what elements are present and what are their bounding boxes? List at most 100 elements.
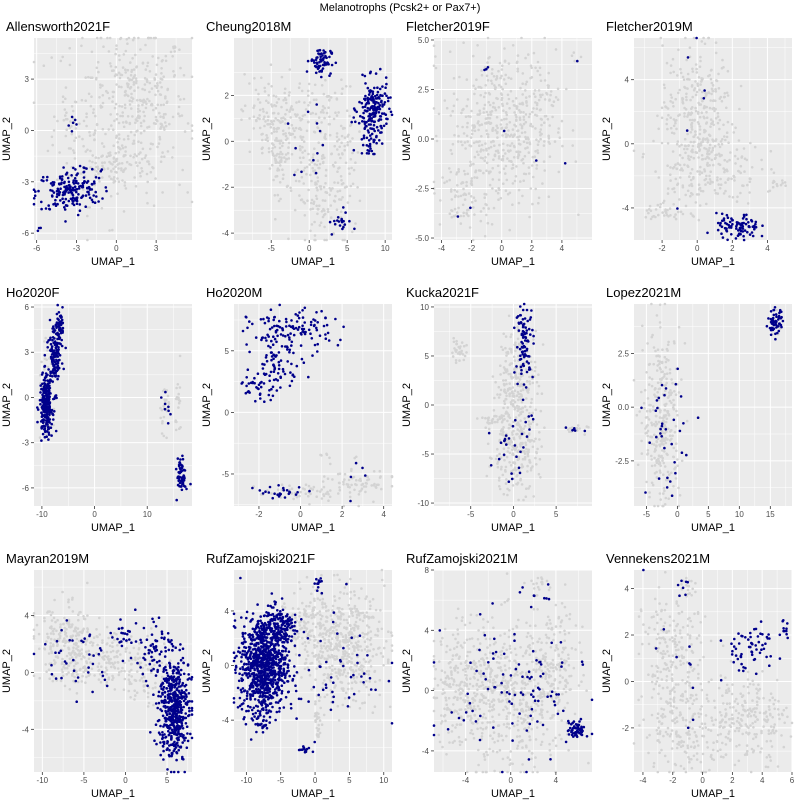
melanotroph-cell-point bbox=[318, 64, 322, 68]
background-cell-point bbox=[501, 64, 504, 68]
background-cell-point bbox=[51, 143, 54, 147]
background-cell-point bbox=[314, 181, 317, 184]
melanotroph-cell-point bbox=[279, 376, 283, 380]
background-cell-point bbox=[297, 86, 301, 89]
background-cell-point bbox=[486, 421, 489, 424]
background-cell-point bbox=[265, 111, 269, 114]
background-cell-point bbox=[339, 198, 343, 201]
background-cell-point bbox=[133, 53, 137, 57]
melanotroph-cell-point bbox=[90, 183, 94, 186]
background-cell-point bbox=[713, 144, 717, 148]
background-cell-point bbox=[672, 118, 676, 121]
background-cell-point bbox=[358, 199, 362, 203]
background-cell-point bbox=[146, 180, 149, 184]
melanotroph-cell-point bbox=[309, 323, 313, 327]
background-cell-point bbox=[123, 181, 127, 184]
background-cell-point bbox=[662, 492, 665, 495]
background-cell-point bbox=[460, 111, 463, 115]
background-cell-point bbox=[472, 206, 475, 209]
melanotroph-cell-point bbox=[179, 458, 182, 461]
background-cell-point bbox=[112, 157, 116, 160]
background-cell-point bbox=[706, 164, 709, 167]
background-cell-point bbox=[537, 201, 540, 205]
background-cell-point bbox=[138, 115, 141, 118]
background-cell-point bbox=[79, 172, 83, 175]
background-cell-point bbox=[501, 418, 505, 422]
background-cell-point bbox=[515, 119, 518, 122]
background-cell-point bbox=[109, 194, 113, 198]
background-cell-point bbox=[719, 177, 722, 181]
melanotroph-cell-point bbox=[55, 396, 58, 400]
melanotroph-cell-point bbox=[376, 90, 380, 94]
background-cell-point bbox=[274, 161, 278, 164]
melanotroph-cell-point bbox=[51, 380, 54, 383]
background-cell-point bbox=[528, 412, 531, 415]
melanotroph-cell-point bbox=[318, 52, 321, 56]
melanotroph-cell-point bbox=[57, 374, 60, 378]
background-cell-point bbox=[347, 478, 351, 482]
background-cell-point bbox=[529, 469, 533, 472]
background-cell-point bbox=[278, 155, 281, 159]
background-cell-point bbox=[502, 332, 506, 336]
x-tick-label: 0 bbox=[298, 510, 303, 519]
background-cell-point bbox=[728, 158, 731, 162]
background-cell-point bbox=[517, 188, 521, 192]
background-cell-point bbox=[293, 135, 297, 139]
melanotroph-cell-point bbox=[70, 115, 74, 119]
background-cell-point bbox=[486, 36, 490, 40]
background-cell-point bbox=[697, 111, 700, 114]
background-cell-point bbox=[120, 168, 123, 172]
background-cell-point bbox=[767, 190, 770, 193]
melanotroph-cell-point bbox=[251, 486, 254, 490]
background-cell-point bbox=[485, 161, 489, 165]
background-cell-point bbox=[723, 95, 726, 99]
melanotroph-cell-point bbox=[316, 321, 320, 324]
x-tick-label: -5 bbox=[467, 510, 475, 519]
background-cell-point bbox=[318, 490, 322, 493]
background-cell-point bbox=[531, 411, 534, 415]
background-cell-point bbox=[298, 194, 301, 197]
background-cell-point bbox=[445, 106, 449, 110]
melanotroph-cell-point bbox=[59, 182, 63, 186]
melanotroph-cell-point bbox=[390, 113, 394, 117]
melanotroph-cell-point bbox=[322, 324, 326, 328]
background-cell-point bbox=[455, 339, 458, 343]
background-cell-point bbox=[675, 409, 678, 413]
y-tick-label: 5 bbox=[225, 347, 230, 356]
background-cell-point bbox=[113, 74, 117, 78]
background-cell-point bbox=[286, 151, 290, 155]
background-cell-point bbox=[73, 157, 77, 160]
background-cell-point bbox=[700, 171, 704, 174]
melanotroph-cell-point bbox=[361, 143, 365, 147]
background-cell-point bbox=[703, 129, 707, 132]
melanotroph-cell-point bbox=[278, 494, 282, 497]
melanotroph-cell-point bbox=[378, 139, 381, 142]
background-cell-point bbox=[152, 204, 156, 207]
background-cell-point bbox=[535, 463, 538, 466]
background-cell-point bbox=[256, 98, 260, 101]
background-cell-point bbox=[517, 398, 520, 402]
background-cell-point bbox=[311, 92, 314, 95]
background-cell-point bbox=[657, 213, 660, 217]
melanotroph-cell-point bbox=[527, 415, 531, 418]
melanotroph-cell-point bbox=[57, 346, 60, 349]
melanotroph-cell-point bbox=[284, 317, 288, 321]
background-cell-point bbox=[532, 92, 536, 96]
background-cell-point bbox=[172, 70, 175, 73]
background-cell-point bbox=[650, 454, 653, 458]
y-tick-label: 5.0 bbox=[418, 36, 430, 45]
background-cell-point bbox=[283, 87, 287, 91]
background-cell-point bbox=[282, 132, 285, 136]
melanotroph-cell-point bbox=[39, 391, 42, 394]
melanotroph-cell-point bbox=[180, 488, 184, 492]
background-cell-point bbox=[276, 167, 280, 170]
background-cell-point bbox=[688, 118, 692, 122]
background-cell-point bbox=[543, 169, 546, 172]
background-cell-point bbox=[74, 136, 78, 140]
melanotroph-cell-point bbox=[163, 402, 167, 406]
background-cell-point bbox=[504, 152, 507, 155]
background-cell-point bbox=[311, 166, 315, 170]
melanotroph-cell-point bbox=[52, 330, 56, 334]
melanotroph-cell-point bbox=[382, 103, 386, 106]
